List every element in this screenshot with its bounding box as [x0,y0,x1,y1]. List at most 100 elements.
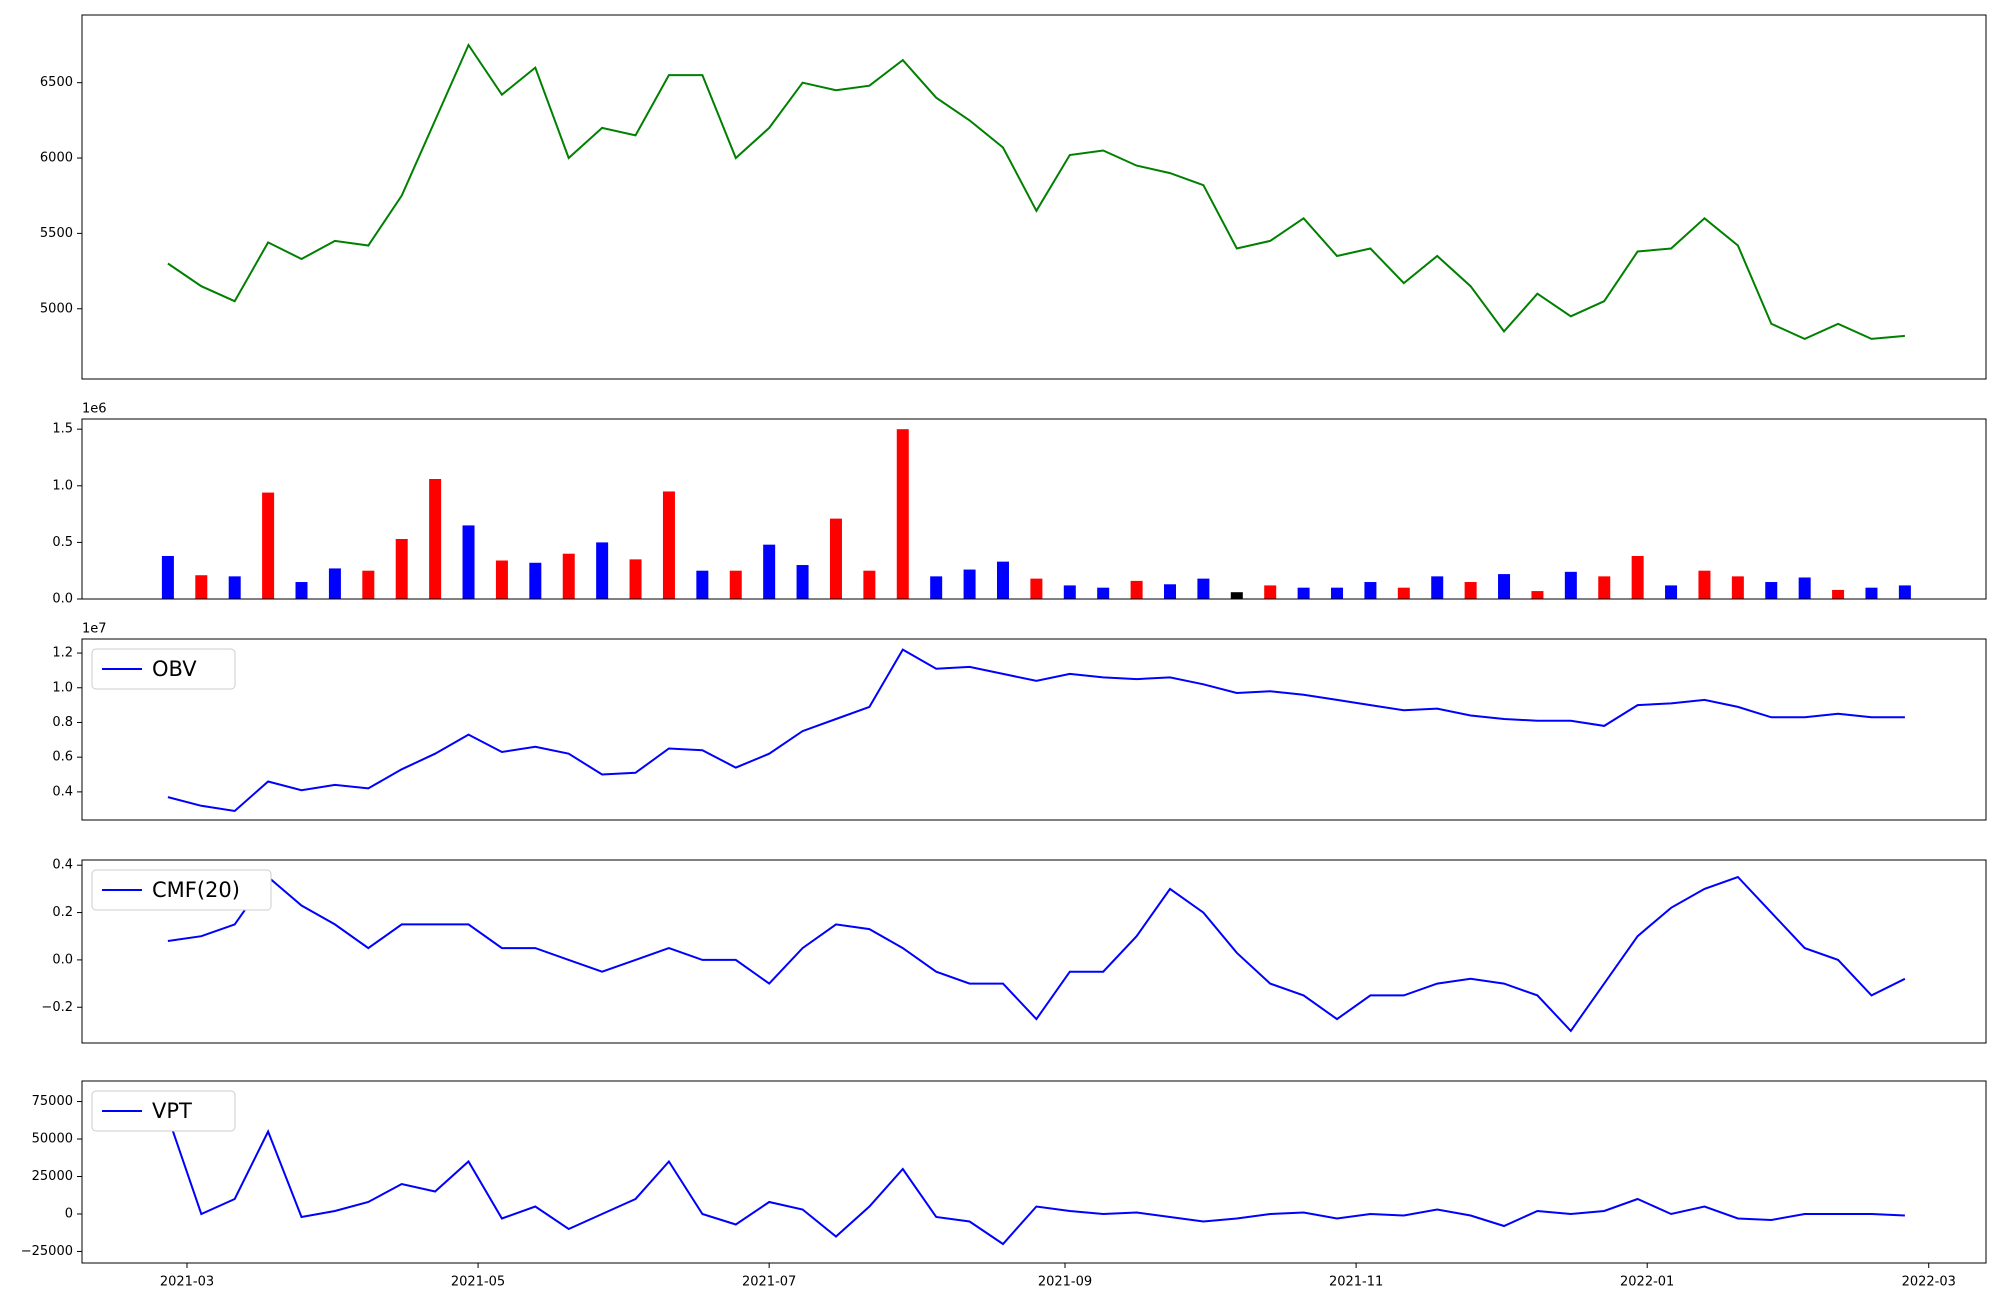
volume-bar [395,539,408,599]
volume-bar [596,542,609,599]
volume-bar [1030,578,1043,599]
volume-bar [1798,577,1811,599]
line-series [167,42,1905,340]
y-tick-label: 1.0 [52,680,73,695]
y-tick-label: 0.2 [52,905,73,920]
x-tick-label: 2021-11 [1329,1275,1383,1290]
line-series [166,1116,1905,1246]
y-tick-label: 0.4 [52,858,73,873]
volume-bar [1498,574,1511,599]
volume-bar [796,565,809,599]
volume-bar [629,559,642,599]
volume-bar [863,570,876,599]
volume-bar [1898,585,1911,599]
y-tick-label: −25000 [21,1244,73,1259]
y-tick-label: 6000 [40,151,73,166]
volume-bar [1464,582,1477,599]
volume-bar [1631,555,1644,599]
y-tick-label: 0.4 [52,784,73,799]
y-tick-label: 1.2 [52,646,73,661]
volume-bar [228,576,241,599]
volume-bar [262,492,275,599]
volume-bar [1865,587,1878,599]
y-tick-label: −0.2 [41,1000,73,1015]
volume-bar [495,560,508,599]
volume-bar [195,575,208,599]
volume-bar [1598,576,1611,599]
volume-bar [1197,578,1210,599]
y-tick-label: 5000 [40,301,73,316]
volume-bar [963,569,976,599]
volume-bar [328,568,341,599]
volume-bar [1431,576,1444,599]
volume-bar [1097,587,1110,599]
volume-bar [930,576,943,599]
volume-bar [161,555,174,599]
axes-frame [81,1080,1987,1264]
x-tick-label: 2021-07 [742,1275,796,1290]
volume-bar [362,570,375,599]
volume-bar [1164,584,1176,599]
legend-box [91,869,272,911]
offset-label: 1e6 [82,402,107,417]
y-tick-label: 0.0 [52,952,73,967]
volume-bar [896,429,909,599]
x-tick-label: 2022-03 [1902,1275,1956,1290]
volume-bar [1230,592,1243,599]
legend-box [91,648,236,690]
axes-frame [81,638,1987,821]
y-tick-label: 0.6 [52,750,73,765]
volume-bar [429,479,442,599]
y-tick-label: 6500 [40,75,73,90]
y-tick-label: 0.8 [52,715,73,730]
legend-box [91,1090,236,1132]
volume-bar [1264,585,1277,599]
x-tick-label: 2021-03 [160,1275,214,1290]
volume-bar [1130,580,1143,599]
volume-bar [996,561,1009,599]
volume-bar [696,570,709,599]
offset-label: 1e7 [82,622,107,637]
volume-bar [1665,585,1678,599]
x-tick-label: 2022-01 [1620,1275,1674,1290]
y-tick-label: 0.0 [52,592,73,607]
legend-label: OBV [152,657,197,681]
legend-label: VPT [152,1099,192,1123]
volume-bar [1765,582,1778,599]
y-tick-label: 50000 [32,1132,73,1147]
volume-bar [1531,591,1544,599]
y-tick-label: 75000 [32,1094,73,1109]
volume-bar [763,544,776,599]
volume-bar [1297,587,1310,599]
axes-frame [81,859,1987,1044]
y-tick-label: 0.5 [52,535,73,550]
volume-bar [1698,570,1711,599]
axes-frame [81,14,1987,380]
line-series [167,648,1905,813]
volume-bar [1397,587,1410,599]
volume-bar [462,525,475,599]
volume-bar [562,553,575,599]
line-series [167,875,1906,1033]
y-tick-label: 25000 [32,1169,73,1184]
axes-frame [81,418,1987,600]
volume-bar [1832,589,1845,599]
volume-bar [529,562,542,599]
volume-bar [1063,585,1076,599]
x-tick-label: 2021-09 [1038,1275,1092,1290]
volume-bar [295,582,308,599]
volume-bar [1731,576,1744,599]
y-tick-label: 1.5 [52,422,73,437]
y-tick-label: 0 [65,1206,73,1221]
volume-bar [1331,587,1344,599]
legend-label: CMF(20) [152,878,240,902]
volume-bar [1364,582,1377,599]
y-tick-label: 1.0 [52,478,73,493]
volume-bar [729,570,742,599]
volume-bar [662,491,675,599]
volume-bar [1564,571,1577,599]
y-tick-label: 5500 [40,226,73,241]
x-tick-label: 2021-05 [451,1275,505,1290]
volume-bar [829,518,842,599]
